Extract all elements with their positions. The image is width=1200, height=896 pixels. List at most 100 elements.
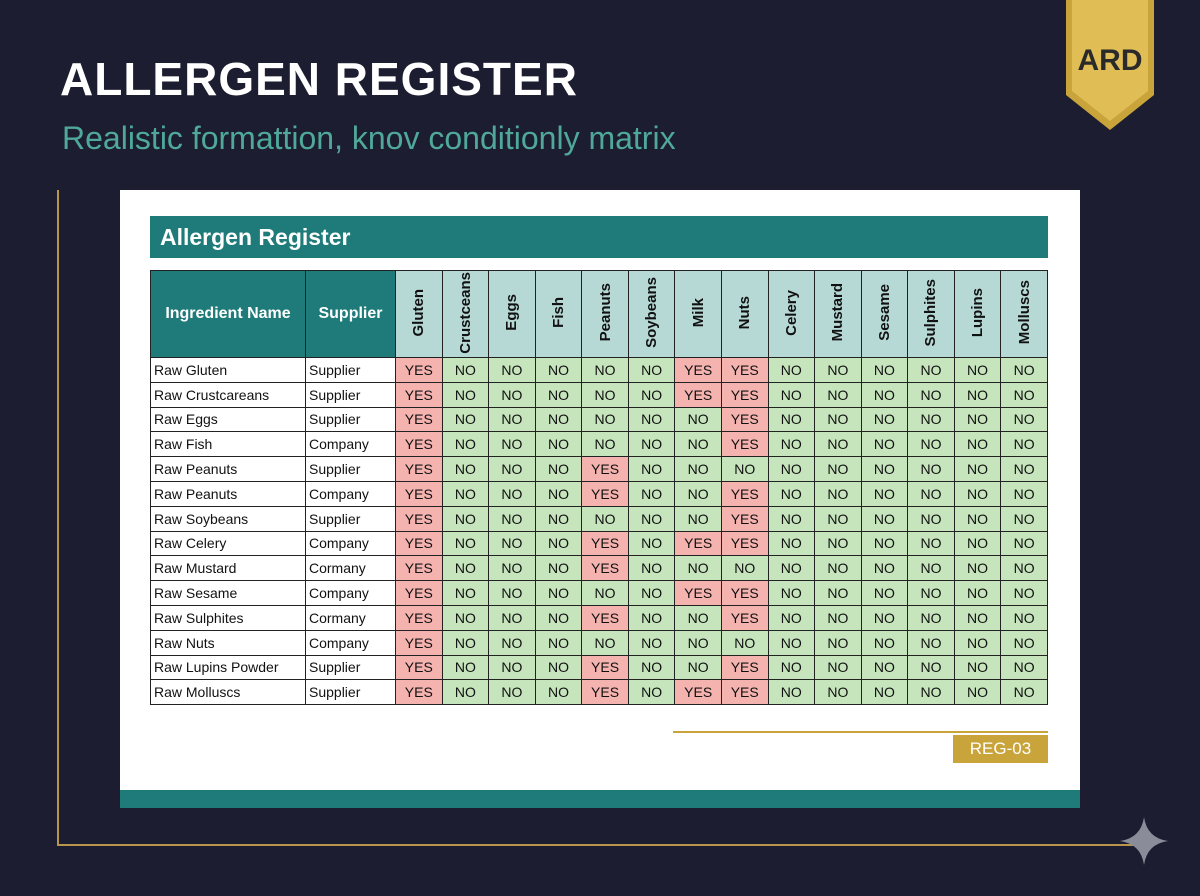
- table-row: Raw Nuts Company YES NO NO NO NO NO NO NO NO NO NO NO…: [150, 629, 1048, 656]
- allergen-cell: NO: [953, 530, 1002, 557]
- column-header: Celery: [767, 270, 816, 358]
- column-header-text: Gluten: [410, 288, 428, 337]
- table-cell: Raw Gluten: [150, 357, 306, 383]
- allergen-cell: NO: [814, 629, 862, 656]
- allergen-cell: NO: [627, 431, 676, 458]
- allergen-cell: NO: [441, 357, 490, 383]
- table-cell: Raw Sulphites: [150, 604, 306, 631]
- allergen-cell: YES: [581, 555, 629, 582]
- allergen-cell: YES: [581, 679, 629, 706]
- allergen-cell: NO: [441, 406, 490, 433]
- allergen-cell: NO: [953, 456, 1002, 482]
- table-cell: Raw Celery: [150, 530, 306, 557]
- allergen-cell: NO: [627, 629, 676, 656]
- allergen-cell: NO: [860, 629, 909, 656]
- allergen-cell: NO: [814, 654, 862, 681]
- allergen-cell: YES: [674, 357, 722, 383]
- column-header: Ingredient Name: [150, 270, 306, 358]
- table-cell: Company: [305, 629, 396, 656]
- allergen-cell: NO: [1000, 480, 1048, 507]
- allergen-cell: NO: [953, 580, 1002, 606]
- allergen-cell: NO: [1000, 580, 1048, 606]
- table-cell: Supplier: [305, 406, 396, 433]
- allergen-cell: NO: [534, 456, 583, 482]
- allergen-cell: NO: [581, 357, 629, 383]
- allergen-cell: NO: [860, 357, 909, 383]
- allergen-cell: NO: [953, 629, 1002, 656]
- allergen-cell: NO: [907, 530, 955, 557]
- allergen-cell: NO: [907, 580, 955, 606]
- allergen-cell: YES: [395, 480, 443, 507]
- allergen-cell: NO: [1000, 381, 1048, 408]
- allergen-cell: NO: [907, 505, 955, 532]
- table-row: Raw Celery Company YES NO NO NO YES NO YES YES NO N…: [150, 530, 1048, 557]
- allergen-cell: NO: [488, 530, 536, 557]
- column-header: Milk: [674, 270, 722, 358]
- sparkle-shape: [1120, 817, 1168, 865]
- allergen-cell: NO: [488, 555, 536, 582]
- allergen-cell: NO: [767, 505, 816, 532]
- allergen-cell: NO: [674, 480, 722, 507]
- allergen-cell: NO: [907, 654, 955, 681]
- allergen-cell: NO: [1000, 431, 1048, 458]
- allergen-cell: NO: [441, 381, 490, 408]
- allergen-cell: NO: [767, 480, 816, 507]
- allergen-cell: NO: [534, 555, 583, 582]
- column-header: Eggs: [488, 270, 536, 358]
- allergen-cell: NO: [534, 679, 583, 706]
- allergen-cell: YES: [395, 505, 443, 532]
- allergen-cell: NO: [814, 381, 862, 408]
- allergen-cell: NO: [534, 406, 583, 433]
- allergen-cell: NO: [1000, 604, 1048, 631]
- table-row: Raw Eggs Supplier YES NO NO NO NO NO NO YES NO NO NO…: [150, 406, 1048, 433]
- allergen-cell: NO: [814, 530, 862, 557]
- allergen-cell: NO: [1000, 654, 1048, 681]
- table-cell: Supplier: [305, 357, 396, 383]
- allergen-cell: NO: [1000, 530, 1048, 557]
- column-header: Peanuts: [581, 270, 629, 358]
- allergen-cell: NO: [674, 431, 722, 458]
- allergen-cell: NO: [627, 505, 676, 532]
- table-row: Raw Gluten Supplier YES NO NO NO NO NO YES YES NO N…: [150, 357, 1048, 383]
- allergen-cell: NO: [627, 406, 676, 433]
- allergen-cell: NO: [860, 381, 909, 408]
- allergen-cell: YES: [720, 480, 769, 507]
- allergen-cell: NO: [534, 505, 583, 532]
- allergen-cell: NO: [860, 654, 909, 681]
- allergen-cell: NO: [720, 629, 769, 656]
- allergen-cell: NO: [674, 406, 722, 433]
- allergen-cell: NO: [674, 604, 722, 631]
- allergen-cell: NO: [907, 357, 955, 383]
- allergen-cell: NO: [907, 381, 955, 408]
- column-header-text: Molluscs: [1015, 280, 1033, 345]
- allergen-cell: NO: [488, 580, 536, 606]
- allergen-cell: NO: [860, 431, 909, 458]
- allergen-cell: NO: [534, 604, 583, 631]
- table-cell: Raw Peanuts: [150, 456, 306, 482]
- allergen-table: Ingredient Name Supplier Gluten Crustceans E…: [150, 270, 1048, 706]
- allergen-cell: NO: [814, 357, 862, 383]
- allergen-cell: YES: [720, 505, 769, 532]
- allergen-cell: NO: [1000, 505, 1048, 532]
- column-header-text: Sesame: [875, 284, 893, 341]
- allergen-cell: NO: [1000, 629, 1048, 656]
- column-header: Soybeans: [627, 270, 676, 358]
- table-row: Raw Fish Company YES NO NO NO NO NO NO YES NO NO NO N…: [150, 431, 1048, 458]
- allergen-cell: YES: [720, 530, 769, 557]
- table-row: Raw Crustcareans Supplier YES NO NO NO NO NO YES…: [150, 381, 1048, 408]
- allergen-cell: YES: [720, 679, 769, 706]
- allergen-cell: NO: [953, 381, 1002, 408]
- allergen-cell: YES: [581, 456, 629, 482]
- allergen-cell: NO: [767, 530, 816, 557]
- allergen-cell: NO: [953, 604, 1002, 631]
- allergen-cell: NO: [767, 406, 816, 433]
- allergen-cell: NO: [627, 654, 676, 681]
- allergen-cell: NO: [441, 530, 490, 557]
- table-cell: Raw Sesame: [150, 580, 306, 606]
- column-header: Sesame: [860, 270, 909, 358]
- allergen-cell: NO: [1000, 357, 1048, 383]
- allergen-cell: NO: [1000, 555, 1048, 582]
- column-header-text: Milk: [689, 297, 707, 328]
- table-row: Raw Peanuts Supplier YES NO NO NO YES NO NO NO NO N…: [150, 456, 1048, 482]
- allergen-cell: NO: [441, 654, 490, 681]
